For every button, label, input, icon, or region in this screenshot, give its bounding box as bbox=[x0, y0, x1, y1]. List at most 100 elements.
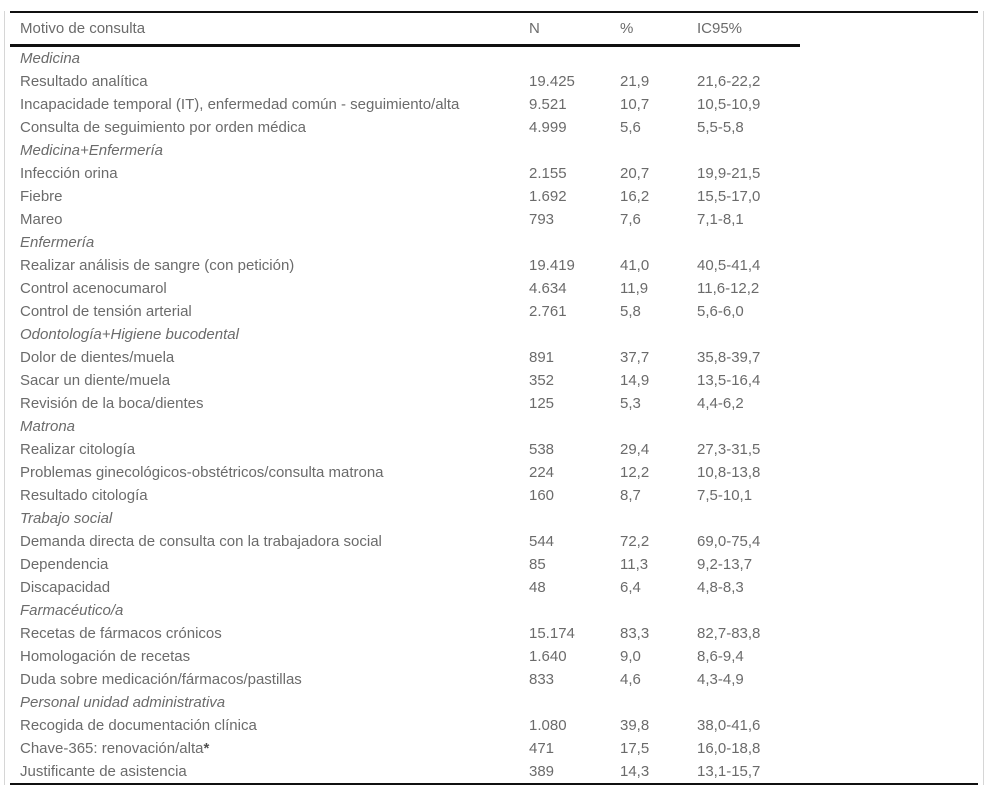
footnote-marker: * bbox=[203, 740, 210, 757]
table-row: Chave-365: renovación/alta* 471 17,5 16,0-1… bbox=[10, 737, 978, 760]
section-row: Farmacéutico/a bbox=[10, 599, 978, 622]
pct-cell: 8,7 bbox=[620, 487, 641, 504]
ci-cell: 4,3-4,9 bbox=[697, 671, 744, 688]
table-row: Demanda directa de consulta con la traba… bbox=[10, 530, 978, 553]
column-header-motivo: Motivo de consulta bbox=[20, 20, 146, 37]
motivo-label: Control acenocumarol bbox=[20, 280, 167, 297]
motivo-label: Problemas ginecológicos-obstétricos/cons… bbox=[20, 464, 384, 481]
pct-cell: 16,2 bbox=[620, 188, 650, 205]
n-cell: 544 bbox=[529, 533, 555, 550]
motivo-cell: Incapacidade temporal (IT), enfermedad c… bbox=[10, 93, 529, 116]
ci-cell: 13,5-16,4 bbox=[697, 372, 761, 389]
motivo-cell: Mareo bbox=[10, 208, 529, 231]
motivo-label: Dependencia bbox=[20, 556, 109, 573]
table-frame: Motivo de consulta N % IC95% Medicina Res… bbox=[4, 11, 984, 785]
n-cell: 2.761 bbox=[529, 303, 567, 320]
pct-cell: 14,3 bbox=[620, 763, 650, 780]
motivo-cell: Recogida de documentación clínica bbox=[10, 714, 529, 737]
pct-cell: 6,4 bbox=[620, 579, 641, 596]
pct-cell: 39,8 bbox=[620, 717, 650, 734]
motivo-label: Homologación de recetas bbox=[20, 648, 191, 665]
motivo-cell: Discapacidad bbox=[10, 576, 529, 599]
n-cell: 85 bbox=[529, 556, 546, 573]
table-row: Mareo 793 7,6 7,1-8,1 bbox=[10, 208, 978, 231]
table-row: Recetas de fármacos crónicos 15.174 83,3 82… bbox=[10, 622, 978, 645]
ci-cell: 16,0-18,8 bbox=[697, 740, 761, 757]
motivo-cell: Realizar análisis de sangre (con petició… bbox=[10, 254, 529, 277]
motivo-label: Fiebre bbox=[20, 188, 63, 205]
motivo-label: Resultado analítica bbox=[20, 73, 148, 90]
table-body: Medicina Resultado analítica 19.425 21,9 21,… bbox=[10, 47, 978, 783]
n-cell: 9.521 bbox=[529, 96, 567, 113]
motivo-cell: Demanda directa de consulta con la traba… bbox=[10, 530, 529, 553]
table-row: Realizar citología 538 29,4 27,3-31,5 bbox=[10, 438, 978, 461]
section-name: Medicina bbox=[20, 50, 81, 67]
pct-cell: 29,4 bbox=[620, 441, 650, 458]
motivo-cell: Consulta de seguimiento por orden médica bbox=[10, 116, 529, 139]
table-row: Infección orina 2.155 20,7 19,9-21,5 bbox=[10, 162, 978, 185]
n-cell: 471 bbox=[529, 740, 555, 757]
motivo-cell: Fiebre bbox=[10, 185, 529, 208]
table-header-row: Motivo de consulta N % IC95% bbox=[10, 13, 978, 44]
pct-cell: 11,9 bbox=[620, 280, 649, 297]
column-header-n: N bbox=[529, 20, 540, 37]
motivo-cell: Problemas ginecológicos-obstétricos/cons… bbox=[10, 461, 529, 484]
motivo-cell: Control acenocumarol bbox=[10, 277, 529, 300]
section-name: Odontología+Higiene bucodental bbox=[20, 326, 239, 343]
section-row: Personal unidad administrativa bbox=[10, 691, 978, 714]
table-row: Recogida de documentación clínica 1.080 39… bbox=[10, 714, 978, 737]
pct-cell: 21,9 bbox=[620, 73, 650, 90]
table-row: Control acenocumarol 4.634 11,9 11,6-12,2 bbox=[10, 277, 978, 300]
section-row: Enfermería bbox=[10, 231, 978, 254]
section-row: Odontología+Higiene bucodental bbox=[10, 323, 978, 346]
motivo-label: Sacar un diente/muela bbox=[20, 372, 171, 389]
section-row: Medicina bbox=[10, 47, 978, 70]
motivo-label: Revisión de la boca/dientes bbox=[20, 395, 204, 412]
ci-cell: 13,1-15,7 bbox=[697, 763, 761, 780]
motivo-label: Consulta de seguimiento por orden médica bbox=[20, 119, 307, 136]
ci-cell: 10,8-13,8 bbox=[697, 464, 761, 481]
ci-cell: 4,8-8,3 bbox=[697, 579, 744, 596]
motivo-cell: Infección orina bbox=[10, 162, 529, 185]
motivo-cell: Justificante de asistencia bbox=[10, 760, 529, 783]
motivo-cell: Resultado analítica bbox=[10, 70, 529, 93]
table-row: Incapacidade temporal (IT), enfermedad c… bbox=[10, 93, 978, 116]
table-row: Realizar análisis de sangre (con petició… bbox=[10, 254, 978, 277]
pct-cell: 12,2 bbox=[620, 464, 650, 481]
ci-cell: 27,3-31,5 bbox=[697, 441, 761, 458]
n-cell: 19.419 bbox=[529, 257, 575, 274]
n-cell: 352 bbox=[529, 372, 555, 389]
ci-cell: 15,5-17,0 bbox=[697, 188, 761, 205]
motivo-label: Dolor de dientes/muela bbox=[20, 349, 175, 366]
ci-cell: 5,5-5,8 bbox=[697, 119, 744, 136]
n-cell: 160 bbox=[529, 487, 555, 504]
table-row: Consulta de seguimiento por orden médica… bbox=[10, 116, 978, 139]
ci-cell: 19,9-21,5 bbox=[697, 165, 761, 182]
table-row: Revisión de la boca/dientes 125 5,3 4,4-6,2 bbox=[10, 392, 978, 415]
table-row: Discapacidad 48 6,4 4,8-8,3 bbox=[10, 576, 978, 599]
pct-cell: 9,0 bbox=[620, 648, 641, 665]
n-cell: 4.999 bbox=[529, 119, 567, 136]
section-name: Trabajo social bbox=[20, 510, 113, 527]
table-row: Problemas ginecológicos-obstétricos/cons… bbox=[10, 461, 978, 484]
motivo-label: Mareo bbox=[20, 211, 63, 228]
motivo-label: Duda sobre medicación/fármacos/pastillas bbox=[20, 671, 302, 688]
ci-cell: 21,6-22,2 bbox=[697, 73, 761, 90]
table-row: Duda sobre medicación/fármacos/pastillas… bbox=[10, 668, 978, 691]
n-cell: 891 bbox=[529, 349, 555, 366]
motivo-cell: Chave-365: renovación/alta* bbox=[10, 737, 529, 760]
consultation-reasons-table: Motivo de consulta N % IC95% Medicina Res… bbox=[10, 11, 978, 785]
n-cell: 48 bbox=[529, 579, 546, 596]
ci-cell: 82,7-83,8 bbox=[697, 625, 761, 642]
motivo-label: Recetas de fármacos crónicos bbox=[20, 625, 222, 642]
table-row: Resultado citología 160 8,7 7,5-10,1 bbox=[10, 484, 978, 507]
pct-cell: 14,9 bbox=[620, 372, 650, 389]
motivo-cell: Dolor de dientes/muela bbox=[10, 346, 529, 369]
ci-cell: 7,1-8,1 bbox=[697, 211, 744, 228]
ci-cell: 35,8-39,7 bbox=[697, 349, 761, 366]
section-name: Medicina+Enfermería bbox=[20, 142, 163, 159]
motivo-label: Realizar citología bbox=[20, 441, 136, 458]
table-row: Dependencia 85 11,3 9,2-13,7 bbox=[10, 553, 978, 576]
motivo-cell: Recetas de fármacos crónicos bbox=[10, 622, 529, 645]
table-row: Resultado analítica 19.425 21,9 21,6-22,2 bbox=[10, 70, 978, 93]
